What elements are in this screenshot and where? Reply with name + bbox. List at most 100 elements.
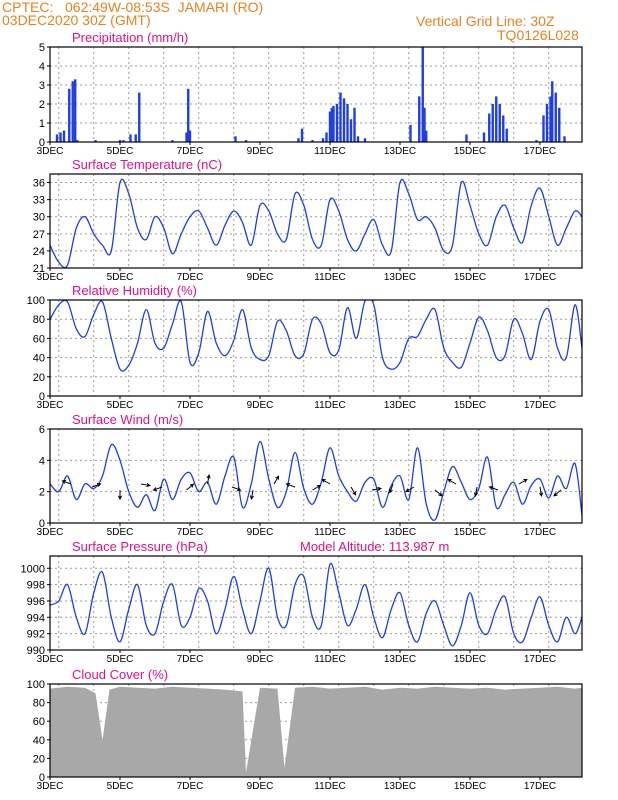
- plot-frame: [49, 428, 583, 524]
- wind-arrow-head: [275, 475, 280, 480]
- x-tick-label: 11DEC: [314, 146, 346, 157]
- y-tick-label: 4: [39, 455, 45, 467]
- wind-arrow-head: [488, 485, 494, 490]
- x-tick-label: 9DEC: [247, 400, 274, 411]
- precip-bar: [76, 140, 79, 142]
- precip-bar: [488, 113, 491, 142]
- press-line: [50, 562, 582, 647]
- wind-arrow-shaft: [434, 489, 443, 497]
- y-tick-label: 80: [33, 314, 45, 326]
- y-tick-label: 990: [27, 645, 45, 657]
- panel-temp: 21 24 27 30 33 36 3DEC 5DEC 7DEC 9DEC 11DEC 13DEC 15…: [33, 157, 583, 283]
- wind-arrow-shaft: [140, 483, 150, 487]
- precip-bar: [498, 104, 501, 142]
- x-tick-label: 7DEC: [177, 400, 204, 411]
- x-tick-label: 17DEC: [524, 781, 556, 792]
- x-tick-label: 5DEC: [107, 146, 134, 157]
- wind-arrow-head: [447, 478, 452, 483]
- wind-arrow-head: [438, 492, 443, 497]
- y-tick-label: 33: [33, 195, 45, 207]
- precip-bar: [554, 92, 557, 142]
- precip-bar: [491, 104, 494, 142]
- precip-bar: [330, 107, 333, 142]
- wind-arrow-icon: [518, 478, 528, 485]
- x-tick-label: 13DEC: [384, 527, 416, 538]
- x-tick-label: 7DEC: [177, 146, 204, 157]
- precip-bar: [185, 132, 188, 142]
- wind-arrow-head: [539, 492, 544, 497]
- plot-frame: [49, 46, 583, 143]
- precip-bar: [551, 81, 554, 142]
- wind-arrow-icon: [371, 486, 382, 491]
- precip-bar: [59, 132, 62, 142]
- wind-arrow-icon: [231, 486, 242, 492]
- temp-line: [50, 178, 582, 268]
- plot-frame: [49, 173, 583, 269]
- x-tick-label: 11DEC: [314, 400, 346, 411]
- precip-bar: [339, 92, 342, 142]
- cloud-cover-area: [50, 686, 582, 777]
- wind-arrow-icon: [388, 483, 394, 494]
- x-tick-label: 13DEC: [384, 654, 416, 665]
- y-tick-label: 60: [33, 716, 45, 728]
- wind-arrow-head: [388, 488, 393, 494]
- panel-cloud: 0 20 40 60 80 100 3DEC 5DEC 7DEC 9DEC 11DEC 13DEC 15…: [27, 667, 583, 792]
- wind-arrow-shaft: [371, 487, 381, 491]
- x-tick-label: 17DEC: [524, 400, 556, 411]
- precip-bar: [122, 140, 125, 142]
- x-tick-label: 7DEC: [177, 654, 204, 665]
- wind-arrow-shaft: [62, 480, 72, 485]
- x-tick-label: 5DEC: [107, 527, 134, 538]
- rh-line: [50, 300, 582, 372]
- wind-arrow-shaft: [474, 486, 478, 496]
- precip-bar: [558, 107, 561, 142]
- wind-arrow-icon: [91, 482, 102, 488]
- wind-arrow-icon: [285, 482, 296, 488]
- wind-arrow-icon: [186, 483, 195, 491]
- wind-arrow-icon: [140, 483, 151, 488]
- wind-arrow-shaft: [207, 475, 210, 485]
- wind-arrow-shaft: [186, 483, 194, 491]
- wind-arrow-head: [206, 474, 211, 479]
- precip-bar: [549, 96, 552, 142]
- x-tick-label: 5DEC: [107, 272, 134, 283]
- precip-bar: [171, 140, 174, 142]
- precip-bar: [335, 104, 339, 142]
- precip-bar: [138, 92, 141, 142]
- y-tick-label: 1000: [21, 563, 45, 575]
- x-tick-label: 17DEC: [524, 654, 556, 665]
- y-tick-label: 100: [27, 295, 45, 307]
- wind-arrow-head: [249, 495, 254, 500]
- precip-bar: [71, 81, 74, 142]
- wind-arrow-head: [321, 478, 326, 483]
- precip-bar: [332, 105, 335, 142]
- rh-title: Relative Humidity (%): [72, 283, 197, 298]
- precip-bar: [363, 138, 367, 142]
- wind-arrow-head: [146, 483, 151, 488]
- wind-arrow-head: [405, 488, 410, 493]
- header-grid-line-info: Vertical Grid Line: 30Z: [416, 13, 555, 29]
- cloud-title: Cloud Cover (%): [72, 667, 168, 682]
- wind-arrow-icon: [553, 489, 562, 497]
- wind-arrow-shaft: [489, 486, 499, 491]
- precip-title: Precipitation (mm/h): [72, 30, 188, 45]
- wind-arrow-shaft: [553, 489, 562, 497]
- wind-arrow-icon: [488, 485, 499, 491]
- x-tick-label: 17DEC: [524, 272, 556, 283]
- y-tick-label: 100: [27, 679, 45, 691]
- wind-arrow-icon: [539, 486, 544, 497]
- x-tick-label: 5DEC: [107, 781, 134, 792]
- wind-arrow-icon: [434, 489, 443, 497]
- x-tick-label: 15DEC: [454, 400, 486, 411]
- x-tick-label: 13DEC: [384, 146, 416, 157]
- precip-bar: [423, 107, 426, 142]
- y-tick-label: 6: [39, 424, 45, 436]
- wind-arrow-shaft: [447, 479, 457, 485]
- x-tick-label: 9DEC: [247, 781, 274, 792]
- precip-bar: [353, 107, 356, 142]
- y-tick-label: 24: [33, 246, 45, 258]
- wind-arrow-head: [96, 482, 102, 487]
- x-tick-label: 5DEC: [107, 654, 134, 665]
- precip-bar: [342, 98, 346, 142]
- wind-line: [50, 440, 582, 521]
